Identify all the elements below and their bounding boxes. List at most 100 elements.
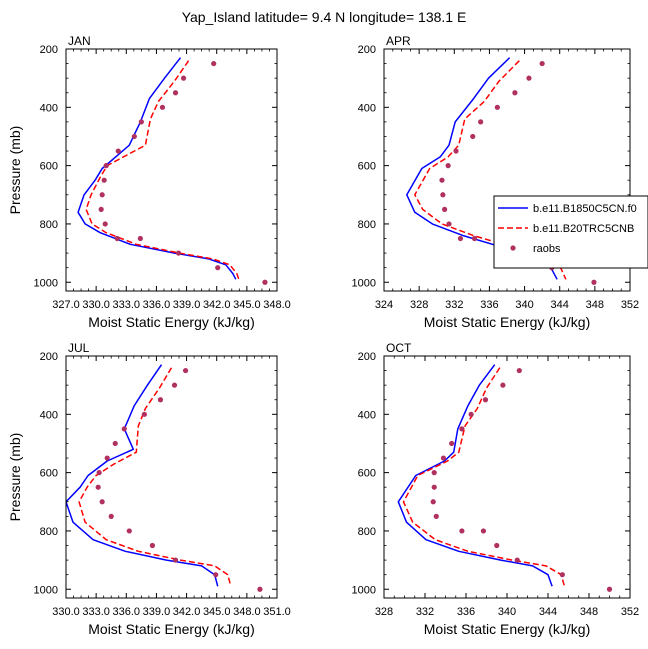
- x-tick-label: 332: [445, 299, 463, 311]
- x-tick-label: 339.0: [173, 299, 201, 311]
- x-tick-label: 324: [375, 299, 393, 311]
- y-tick-label: 400: [358, 102, 376, 114]
- x-tick-label: 344: [551, 299, 569, 311]
- data-point: [606, 586, 613, 592]
- series-dashed-line: [78, 367, 232, 587]
- data-point: [257, 586, 263, 592]
- figure-title: Yap_Island latitude= 9.4 N longitude= 13…: [182, 9, 467, 25]
- data-point: [430, 499, 436, 505]
- y-tick-label: 400: [40, 409, 58, 421]
- data-point: [108, 513, 114, 519]
- panel-label: APR: [386, 34, 411, 48]
- plot-frame: [65, 355, 278, 599]
- x-tick-label: 345.0: [233, 299, 261, 311]
- panel-oct: 328 332 336 340 344 348 352 200 400 600 800 1000 OCT…: [352, 341, 640, 637]
- panel-apr: 324 328 332 336 340 344 348 352 200 400 600 800 1000…: [352, 34, 640, 330]
- data-point: [480, 528, 487, 534]
- data-point: [478, 119, 484, 125]
- data-point: [591, 279, 597, 285]
- legend-marker-raobs: [510, 245, 516, 251]
- x-tick-label: 348.0: [263, 299, 291, 311]
- x-tick-label: 328: [375, 606, 393, 618]
- data-point: [431, 470, 437, 476]
- data-point: [470, 133, 476, 140]
- data-point: [149, 542, 156, 549]
- data-point: [112, 440, 118, 447]
- panel-jul: 330.0 333.0 336.0 339.0 342.0 345.0 348.0 351.0…: [7, 341, 291, 637]
- data-point: [215, 265, 221, 271]
- data-point: [121, 426, 127, 432]
- x-tick-label: 342.0: [203, 299, 231, 311]
- legend-label: raobs: [533, 243, 561, 255]
- data-point: [141, 411, 147, 417]
- x-tick-label: 345.0: [203, 606, 231, 618]
- data-point: [440, 192, 446, 198]
- data-point: [514, 557, 520, 563]
- data-point: [442, 206, 448, 212]
- y-tick-label: 600: [358, 468, 376, 480]
- series-solid-line: [77, 57, 237, 280]
- data-point: [468, 411, 474, 417]
- x-tick-label: 333.0: [113, 299, 141, 311]
- x-tick-label: 348: [586, 299, 604, 311]
- data-point: [138, 119, 144, 125]
- data-point: [449, 440, 455, 447]
- series-dashed-line: [414, 60, 567, 280]
- data-point: [457, 235, 464, 242]
- x-tick-label: 342.0: [173, 606, 201, 618]
- x-tick-label: 352: [621, 299, 639, 311]
- data-point: [559, 572, 565, 578]
- x-tick-label: 332: [416, 606, 434, 618]
- data-point: [99, 499, 105, 505]
- data-point: [175, 250, 182, 256]
- y-tick-label: 400: [358, 409, 376, 421]
- legend-label: b.e11.B20TRC5CNB: [533, 223, 634, 235]
- y-tick-label: 200: [40, 351, 58, 363]
- y-tick-label: 600: [40, 468, 58, 480]
- data-point: [115, 148, 121, 154]
- series-solid-line: [397, 364, 553, 587]
- data-point: [262, 279, 268, 285]
- data-point: [101, 177, 107, 183]
- data-point: [131, 133, 137, 140]
- x-tick-label: 336.0: [113, 606, 141, 618]
- data-point: [96, 470, 102, 476]
- data-point: [102, 221, 108, 227]
- x-tick-label: 348.0: [233, 606, 261, 618]
- data-point: [512, 90, 518, 96]
- data-point: [114, 235, 120, 242]
- y-tick-label: 800: [358, 219, 376, 231]
- y-tick-label: 600: [358, 161, 376, 173]
- series-line: [414, 60, 567, 280]
- data-point: [99, 192, 105, 198]
- data-point: [482, 397, 489, 403]
- series-line: [402, 367, 566, 587]
- y-axis-label: Pressure (mb): [7, 126, 23, 215]
- x-tick-label: 352: [621, 606, 639, 618]
- x-tick-label: 351.0: [263, 606, 291, 618]
- panels: 327.0 330.0 333.0 336.0 339.0 342.0 345.0 348.0…: [7, 34, 639, 637]
- x-tick-label: 344: [539, 606, 557, 618]
- series-line: [85, 60, 240, 280]
- data-point: [103, 163, 109, 169]
- data-point: [172, 90, 179, 96]
- x-tick-label: 336: [457, 606, 475, 618]
- data-point: [459, 528, 465, 534]
- series-line: [66, 364, 219, 587]
- y-tick-label: 1000: [34, 277, 58, 289]
- series-line: [78, 367, 232, 587]
- data-point: [494, 104, 500, 110]
- y-tick-label: 1000: [352, 584, 376, 596]
- x-tick-label: 340: [498, 606, 516, 618]
- series-line: [397, 364, 553, 587]
- data-point: [433, 513, 439, 519]
- data-point: [439, 177, 445, 183]
- y-tick-label: 1000: [352, 277, 376, 289]
- panel-label: JUL: [68, 341, 90, 355]
- legend-label: b.e11.B1850C5CN.f0: [533, 203, 637, 215]
- x-tick-label: 340: [515, 299, 533, 311]
- data-point: [182, 367, 189, 374]
- x-tick-label: 336.0: [143, 299, 171, 311]
- x-tick-label: 330.0: [52, 606, 80, 618]
